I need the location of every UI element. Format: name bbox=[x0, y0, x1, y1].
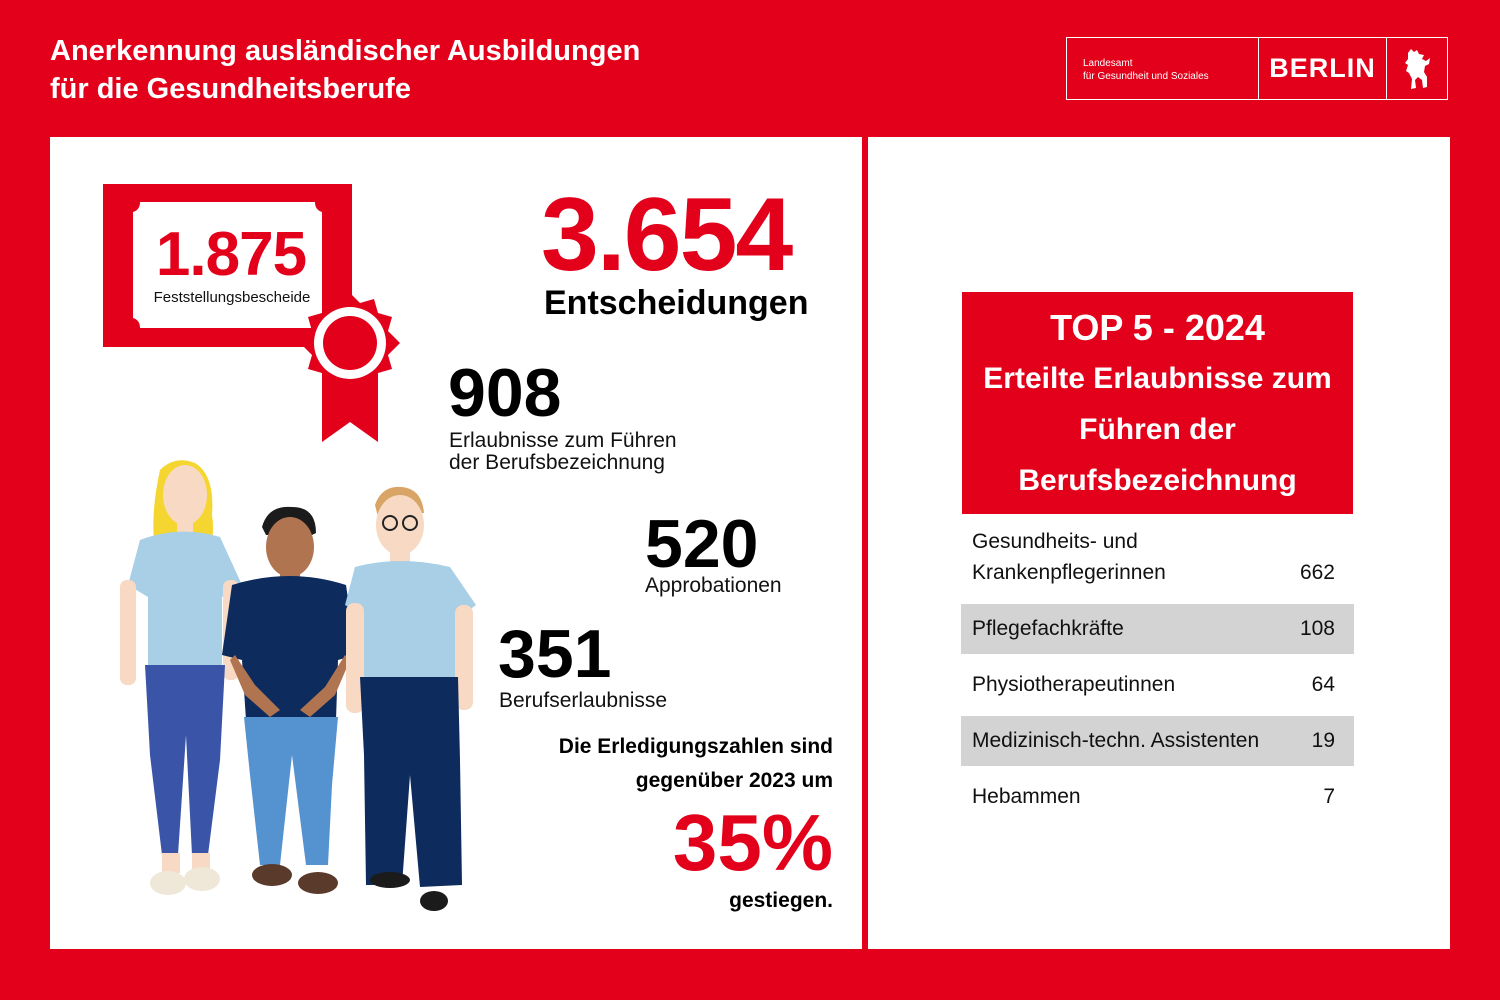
top5-subtitle-line-3: Berufsbezeichnung bbox=[1018, 464, 1297, 497]
top5-subtitle: Erteilte Erlaubnisse zum Führen der Beru… bbox=[962, 353, 1353, 506]
row-label: Physiotherapeutinnen bbox=[972, 673, 1176, 696]
man-center-figure bbox=[222, 506, 356, 894]
agency-line-2: für Gesundheit und Soziales bbox=[1083, 71, 1209, 82]
row-label: Gesundheits- und Krankenpflegerinnen bbox=[972, 526, 1166, 588]
row-label-line-2: Krankenpflegerinnen bbox=[972, 561, 1166, 584]
page-title: Anerkennung ausländischer Ausbildungen f… bbox=[50, 32, 640, 108]
woman-blonde-figure bbox=[120, 460, 242, 895]
permits-label: Erlaubnisse zum Führen der Berufsbezeich… bbox=[449, 430, 677, 474]
permits-label-line-1: Erlaubnisse zum Führen bbox=[449, 429, 677, 452]
row-value: 7 bbox=[1323, 785, 1335, 808]
table-row: Physiotherapeutinnen 64 bbox=[961, 654, 1354, 716]
decisions-count: 3.654 bbox=[541, 177, 793, 293]
certificate-award-icon bbox=[103, 184, 400, 442]
berlin-bear-icon bbox=[1387, 38, 1447, 99]
top5-heading: TOP 5 - 2024 bbox=[1050, 307, 1265, 348]
certificates-label: Feststellungsbescheide bbox=[153, 289, 311, 306]
growth-line-3: gestiegen. bbox=[729, 889, 833, 912]
approbations-label: Approbationen bbox=[645, 574, 782, 597]
growth-line-1: Die Erledigungszahlen sind bbox=[558, 735, 833, 758]
growth-statement: Die Erledigungszahlen sind gegenüber 202… bbox=[500, 730, 833, 798]
certificates-count: 1.875 bbox=[155, 220, 307, 289]
top5-header-box: TOP 5 - 2024 Erteilte Erlaubnisse zum Fü… bbox=[962, 292, 1353, 514]
row-value: 662 bbox=[1299, 561, 1335, 584]
title-line-2: für die Gesundheitsberufe bbox=[50, 73, 411, 105]
row-value: 108 bbox=[1299, 617, 1335, 640]
professional-permits-label: Berufserlaubnisse bbox=[499, 689, 668, 712]
city-name: BERLIN bbox=[1259, 38, 1387, 99]
table-row: Hebammen 7 bbox=[961, 766, 1354, 828]
growth-percent: 35% bbox=[672, 798, 833, 887]
row-label: Hebammen bbox=[972, 785, 1081, 808]
lageso-berlin-logo: Landesamt für Gesundheit und Soziales BE… bbox=[1066, 37, 1448, 100]
agency-name: Landesamt für Gesundheit und Soziales bbox=[1067, 38, 1259, 99]
approbations-count: 520 bbox=[645, 506, 759, 582]
title-line-1: Anerkennung ausländischer Ausbildungen bbox=[50, 35, 641, 67]
row-label: Medizinisch-techn. Assistenten bbox=[972, 729, 1260, 752]
agency-line-1: Landesamt bbox=[1083, 58, 1133, 69]
top5-table: Gesundheits- und Krankenpflegerinnen 662… bbox=[961, 515, 1354, 828]
row-label-line-1: Gesundheits- und bbox=[972, 530, 1138, 553]
healthcare-workers-illustration bbox=[120, 460, 476, 911]
top5-subtitle-line-1: Erteilte Erlaubnisse zum bbox=[983, 362, 1332, 395]
woman-glasses-figure bbox=[345, 486, 476, 911]
row-value: 64 bbox=[1311, 673, 1335, 696]
growth-line-2: gegenüber 2023 um bbox=[635, 769, 833, 792]
top5-panel bbox=[868, 137, 1450, 949]
top5-subtitle-line-2: Führen der bbox=[1079, 413, 1236, 446]
permits-label-line-2: der Berufsbezeichnung bbox=[449, 451, 665, 474]
row-label: Pflegefachkräfte bbox=[972, 617, 1124, 640]
table-row: Medizinisch-techn. Assistenten 19 bbox=[961, 716, 1354, 766]
table-row: Pflegefachkräfte 108 bbox=[961, 604, 1354, 654]
row-value: 19 bbox=[1311, 729, 1335, 752]
permits-count: 908 bbox=[448, 355, 562, 431]
decisions-label: Entscheidungen bbox=[544, 284, 809, 322]
professional-permits-count: 351 bbox=[498, 616, 612, 692]
table-row: Gesundheits- und Krankenpflegerinnen 662 bbox=[961, 515, 1354, 604]
